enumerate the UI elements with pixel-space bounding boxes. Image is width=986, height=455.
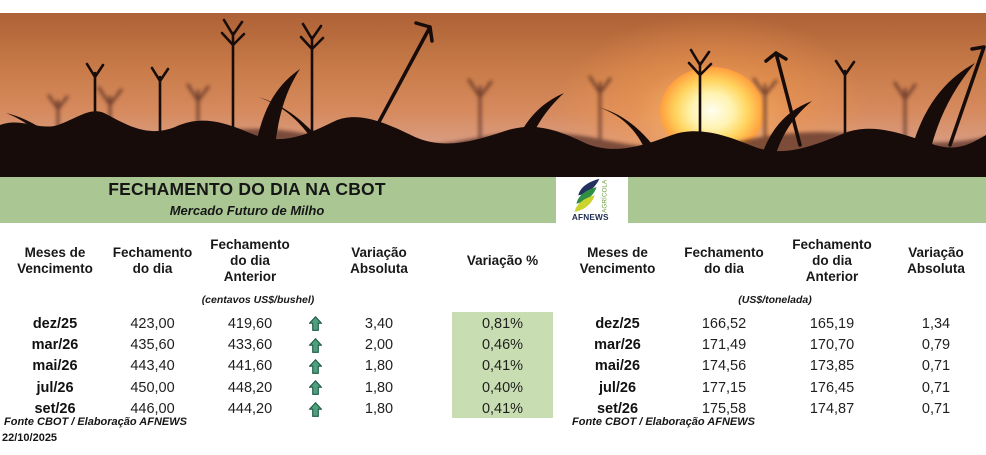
cornfield-sunset-photo	[0, 13, 986, 177]
close-cell: 450,00	[130, 379, 175, 396]
month-cell: mar/26	[594, 337, 641, 354]
previous-cell: 165,19	[809, 315, 855, 332]
table-row: mai/26 443,40 441,60 1,80 0,41%	[0, 356, 553, 377]
abs-variation-cell: 2,00	[364, 337, 394, 354]
right-table-unit-label: (US$/tonelada)	[738, 294, 812, 306]
close-cell: 177,15	[701, 379, 747, 396]
table-row: dez/25 423,00 419,60 3,40 0,81%	[0, 313, 553, 334]
abs-variation-cell: 1,80	[364, 358, 394, 375]
col-header-month: Meses de Vencimento	[579, 245, 656, 276]
previous-cell: 176,45	[809, 379, 855, 396]
col-header-previous: Fechamento do dia Anterior	[792, 237, 872, 284]
page-title: FECHAMENTO DO DIA NA CBOT	[108, 179, 386, 199]
previous-cell: 444,20	[227, 401, 273, 418]
close-cell: 446,00	[130, 401, 175, 418]
previous-cell: 433,60	[227, 337, 273, 354]
right-table-header-row: Meses de Vencimento Fechamento do dia Fe…	[565, 228, 986, 294]
col-header-close: Fechamento do dia	[684, 245, 764, 276]
abs-variation-cell: 0,71	[921, 401, 951, 418]
previous-cell: 170,70	[809, 337, 855, 354]
month-cell: mai/26	[594, 358, 641, 375]
pct-variation-cell: 0,46%	[481, 337, 524, 354]
left-table-source: Fonte CBOT / Elaboração AFNEWS	[4, 416, 187, 428]
month-cell: jul/26	[598, 379, 637, 396]
month-cell: mar/26	[31, 337, 79, 354]
previous-cell: 174,87	[809, 401, 855, 418]
pct-variation-cell: 0,41%	[481, 401, 524, 418]
close-cell: 443,40	[130, 358, 175, 375]
left-table-unit-label: (centavos US$/bushel)	[201, 294, 315, 306]
page-subtitle: Mercado Futuro de Milho	[169, 203, 325, 218]
col-header-abs-variation: Variação Absoluta	[350, 245, 408, 276]
previous-cell: 448,20	[227, 379, 273, 396]
pct-variation-cell: 0,81%	[481, 315, 524, 332]
month-cell: dez/25	[595, 315, 640, 332]
abs-variation-cell: 3,40	[364, 315, 394, 332]
month-cell: set/26	[596, 401, 639, 418]
abs-variation-cell: 0,71	[921, 379, 951, 396]
header-band	[0, 177, 986, 223]
abs-variation-cell: 1,80	[364, 379, 394, 396]
svg-text:AGRÍCOLA: AGRÍCOLA	[600, 179, 609, 213]
month-cell: jul/26	[36, 379, 74, 396]
previous-cell: 419,60	[227, 315, 273, 332]
up-arrow-icon	[305, 358, 326, 374]
close-cell: 175,58	[701, 401, 747, 418]
pct-variation-cell: 0,41%	[481, 358, 524, 375]
col-header-close: Fechamento do dia	[112, 245, 193, 276]
afnews-logo: AFNEWS AGRÍCOLA	[556, 177, 628, 223]
month-cell: set/26	[34, 401, 76, 418]
up-arrow-icon	[305, 316, 326, 332]
table-row: dez/25 166,52 165,19 1,34	[565, 313, 986, 334]
previous-cell: 441,60	[227, 358, 273, 375]
month-cell: mai/26	[32, 358, 78, 375]
col-header-pct-variation: Variação %	[466, 253, 539, 268]
abs-variation-cell: 1,80	[364, 401, 394, 418]
pct-column-highlight	[452, 312, 553, 418]
table-row: jul/26 177,15 176,45 0,71	[565, 377, 986, 398]
up-arrow-icon	[305, 401, 326, 417]
table-row: mar/26 171,49 170,70 0,79	[565, 334, 986, 355]
close-cell: 166,52	[701, 315, 747, 332]
table-row: set/26 175,58 174,87 0,71	[565, 399, 986, 420]
table-row: set/26 446,00 444,20 1,80 0,41%	[0, 399, 553, 420]
abs-variation-cell: 0,79	[921, 337, 951, 354]
month-cell: dez/25	[32, 315, 78, 332]
close-cell: 435,60	[130, 337, 175, 354]
col-header-abs-variation: Variação Absoluta	[907, 245, 965, 276]
table-row: jul/26 450,00 448,20 1,80 0,40%	[0, 377, 553, 398]
svg-text:AFNEWS: AFNEWS	[572, 213, 609, 222]
close-cell: 423,00	[130, 315, 175, 332]
up-arrow-icon	[305, 337, 326, 353]
report-date: 22/10/2025	[2, 432, 58, 444]
col-header-previous: Fechamento do dia Anterior	[210, 237, 290, 284]
table-row: mar/26 435,60 433,60 2,00 0,46%	[0, 334, 553, 355]
close-cell: 171,49	[701, 337, 747, 354]
close-cell: 174,56	[701, 358, 747, 375]
table-row: mai/26 174,56 173,85 0,71	[565, 356, 986, 377]
previous-cell: 173,85	[809, 358, 855, 375]
up-arrow-icon	[305, 380, 326, 396]
col-header-month: Meses de Vencimento	[17, 245, 93, 276]
abs-variation-cell: 0,71	[921, 358, 951, 375]
pct-variation-cell: 0,40%	[481, 379, 524, 396]
abs-variation-cell: 1,34	[921, 315, 951, 332]
right-table-source: Fonte CBOT / Elaboração AFNEWS	[572, 416, 755, 428]
afnews-logo-icon: AFNEWS AGRÍCOLA	[572, 178, 609, 222]
left-table-header-row: Meses de Vencimento Fechamento do dia Fe…	[0, 228, 553, 294]
